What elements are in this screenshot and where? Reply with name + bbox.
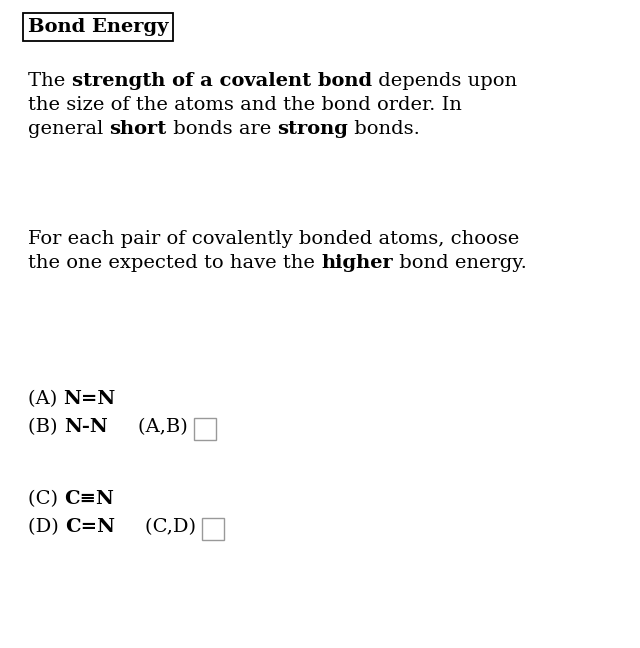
Text: strength of a covalent bond: strength of a covalent bond — [72, 72, 372, 90]
Text: Bond Energy: Bond Energy — [28, 18, 168, 36]
Text: N=N: N=N — [63, 390, 116, 408]
Text: the size of the atoms and the bond order. In: the size of the atoms and the bond order… — [28, 96, 462, 114]
Text: N-N: N-N — [64, 418, 108, 436]
Text: (A,B): (A,B) — [138, 418, 193, 436]
Text: the one expected to have the: the one expected to have the — [28, 254, 321, 272]
Text: general: general — [28, 120, 109, 138]
Text: higher: higher — [321, 254, 393, 272]
Text: C=N: C=N — [65, 518, 115, 536]
Text: bonds are: bonds are — [167, 120, 277, 138]
Text: For each pair of covalently bonded atoms, choose: For each pair of covalently bonded atoms… — [28, 230, 519, 248]
Text: (D): (D) — [28, 518, 65, 536]
Text: (A): (A) — [28, 390, 63, 408]
Text: The: The — [28, 72, 72, 90]
Text: (C,D): (C,D) — [145, 518, 202, 536]
Text: depends upon: depends upon — [372, 72, 516, 90]
Text: bonds.: bonds. — [348, 120, 420, 138]
Text: (C): (C) — [28, 490, 64, 508]
Text: C≡N: C≡N — [64, 490, 114, 508]
Text: (B): (B) — [28, 418, 64, 436]
Text: strong: strong — [277, 120, 348, 138]
Text: short: short — [109, 120, 167, 138]
Bar — [202, 518, 224, 540]
Text: bond energy.: bond energy. — [393, 254, 527, 272]
Bar — [193, 418, 216, 440]
